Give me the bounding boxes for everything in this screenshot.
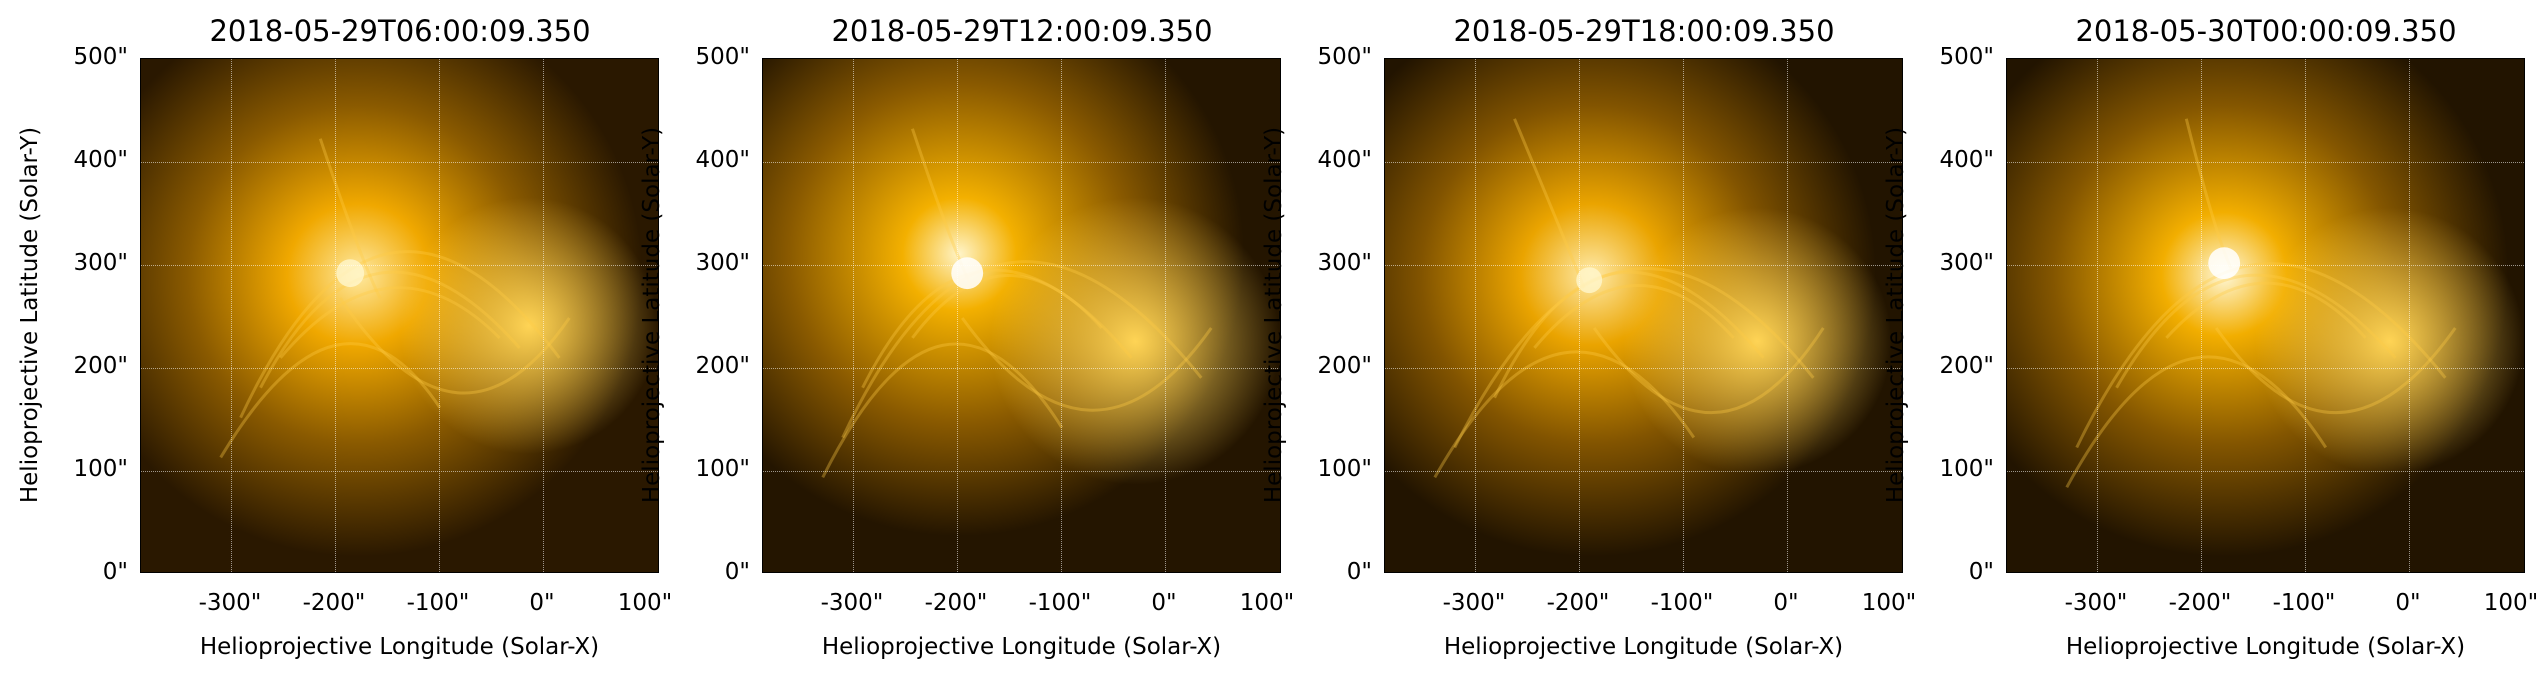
- panel-2: 2018-05-29T12:00:09.350: [622, 0, 1294, 680]
- y-tick-label: 500": [1317, 44, 1372, 70]
- panel-title: 2018-05-30T00:00:09.350: [2075, 14, 2457, 48]
- x-tick-label: 0": [1773, 590, 1799, 616]
- y-axis-label: Helioprojective Latitude (Solar-Y): [639, 126, 665, 504]
- x-axis-label: Helioprojective Longitude (Solar-X): [2065, 634, 2466, 660]
- x-tick-label: 100": [1861, 590, 1917, 616]
- panel-1: 2018-05-29T06:00:09.350: [0, 0, 672, 680]
- x-tick-label: 100": [617, 590, 673, 616]
- solar-corona-image: [763, 59, 1280, 572]
- x-tick-label: -200": [924, 590, 988, 616]
- x-tick-label: -200": [2168, 590, 2232, 616]
- y-tick-label: 400": [1317, 147, 1372, 173]
- y-tick-label: 200": [1317, 353, 1372, 379]
- x-tick-label: -100": [406, 590, 470, 616]
- x-axis-label: Helioprojective Longitude (Solar-X): [199, 634, 600, 660]
- x-tick-label: 100": [2483, 590, 2539, 616]
- x-tick-label: -100": [1028, 590, 1092, 616]
- x-tick-label: -100": [2272, 590, 2336, 616]
- y-tick-label: 300": [695, 250, 750, 276]
- y-tick-label: 300": [1317, 250, 1372, 276]
- x-tick-label: -200": [302, 590, 366, 616]
- x-tick-label: 0": [529, 590, 555, 616]
- y-tick-label: 500": [695, 44, 750, 70]
- y-tick-label: 200": [695, 353, 750, 379]
- y-tick-label: 300": [73, 250, 128, 276]
- x-axis-label: Helioprojective Longitude (Solar-X): [1443, 634, 1844, 660]
- y-tick-label: 0": [1346, 559, 1372, 585]
- panel-4: 2018-05-30T00:00:09.350: [1866, 0, 2538, 680]
- x-tick-label: -300": [820, 590, 884, 616]
- solar-corona-image: [141, 59, 658, 572]
- y-tick-label: 0": [102, 559, 128, 585]
- x-tick-label: 0": [1151, 590, 1177, 616]
- panel-title: 2018-05-29T06:00:09.350: [209, 14, 591, 48]
- y-tick-label: 0": [1968, 559, 1994, 585]
- solar-corona-image: [1385, 59, 1902, 572]
- y-tick-label: 100": [695, 456, 750, 482]
- x-tick-label: -300": [198, 590, 262, 616]
- y-tick-label: 300": [1939, 250, 1994, 276]
- y-tick-label: 200": [73, 353, 128, 379]
- y-axis-label: Helioprojective Latitude (Solar-Y): [1883, 126, 1909, 504]
- y-tick-label: 200": [1939, 353, 1994, 379]
- y-tick-label: 400": [73, 147, 128, 173]
- solar-image-plot: [762, 58, 1281, 573]
- x-tick-label: -300": [2064, 590, 2128, 616]
- y-tick-label: 100": [1939, 456, 1994, 482]
- x-tick-label: -300": [1442, 590, 1506, 616]
- y-tick-label: 400": [1939, 147, 1994, 173]
- x-axis-label: Helioprojective Longitude (Solar-X): [821, 634, 1222, 660]
- panel-title: 2018-05-29T18:00:09.350: [1453, 14, 1835, 48]
- panel-title: 2018-05-29T12:00:09.350: [831, 14, 1213, 48]
- y-axis-label: Helioprojective Latitude (Solar-Y): [1261, 126, 1287, 504]
- y-tick-label: 0": [724, 559, 750, 585]
- y-tick-label: 500": [1939, 44, 1994, 70]
- x-tick-label: 0": [2395, 590, 2421, 616]
- y-tick-label: 500": [73, 44, 128, 70]
- solar-image-plot: [1384, 58, 1903, 573]
- solar-corona-image: [2007, 59, 2524, 572]
- x-tick-label: -200": [1546, 590, 1610, 616]
- x-tick-label: 100": [1239, 590, 1295, 616]
- y-tick-label: 400": [695, 147, 750, 173]
- x-tick-label: -100": [1650, 590, 1714, 616]
- solar-image-plot: [2006, 58, 2525, 573]
- panel-3: 2018-05-29T18:00:09.350: [1244, 0, 1916, 680]
- y-tick-label: 100": [73, 456, 128, 482]
- y-tick-label: 100": [1317, 456, 1372, 482]
- solar-image-plot: [140, 58, 659, 573]
- y-axis-label: Helioprojective Latitude (Solar-Y): [17, 126, 43, 504]
